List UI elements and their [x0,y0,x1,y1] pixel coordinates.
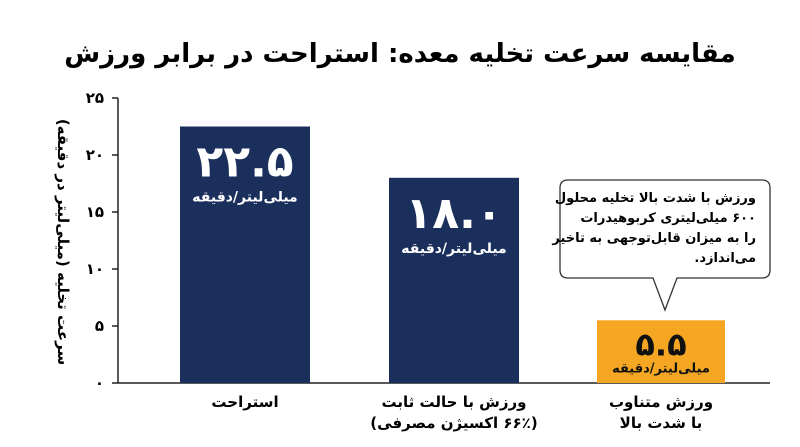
x-tick-label: استراحت [211,393,278,411]
bar [389,177,519,383]
bar-value-label: ۱۸.۰ [405,188,502,239]
callout-text-line: ۶۰۰ میلی‌لیتری کربوهیدرات [580,211,756,226]
callout-bubble [559,179,771,312]
x-tick-label: (۶۶٪ اکسیژن مصرفی) [370,414,537,432]
y-tick-label: ۵ [95,317,104,335]
y-tick-label: ۱۰ [86,260,104,278]
bar-unit-label: میلی‌لیتر/دقیقه [192,190,297,206]
bar-value-label: ۲۲.۵ [196,137,293,188]
y-tick-label: ۱۵ [86,203,104,221]
callout-text-line: می‌اندازد. [694,251,756,266]
bar-unit-label: میلی‌لیتر/دقیقه [612,361,710,376]
y-axis-ticks: ۰ ۵ ۱۰ ۱۵ ۲۰ ۲۵ [86,89,118,392]
bar [597,320,725,383]
bar-unit-label: میلی‌لیتر/دقیقه [401,241,506,257]
y-tick-label: ۲۰ [86,146,104,164]
x-tick-label: ورزش متناوب [609,393,713,411]
y-tick-label: ۲۵ [86,89,104,107]
bar [180,126,310,383]
x-axis-labels: استراحت ورزش با حالت ثابت (۶۶٪ اکسیژن مصرف… [211,393,713,432]
annotation-callout: ورزش با شدت بالا تخلیه محلول ۶۰۰ میلی‌لیت… [551,179,771,312]
y-axis-label: سرعت تخلیه (میلی‌لیتر در دقیقه) [54,119,72,365]
chart-title: مقایسه سرعت تخلیه معده: استراحت در برابر… [64,39,736,69]
x-tick-label: با شدت بالا [620,414,703,432]
callout-text-line: ورزش با شدت بالا تخلیه محلول [555,191,756,206]
x-tick-label: ورزش با حالت ثابت [382,393,527,411]
callout-text-line: را به میزان قابل‌توجهی به تاخیر [551,231,756,246]
bar-value-label: ۵.۵ [635,325,686,363]
y-tick-label: ۰ [95,374,104,392]
